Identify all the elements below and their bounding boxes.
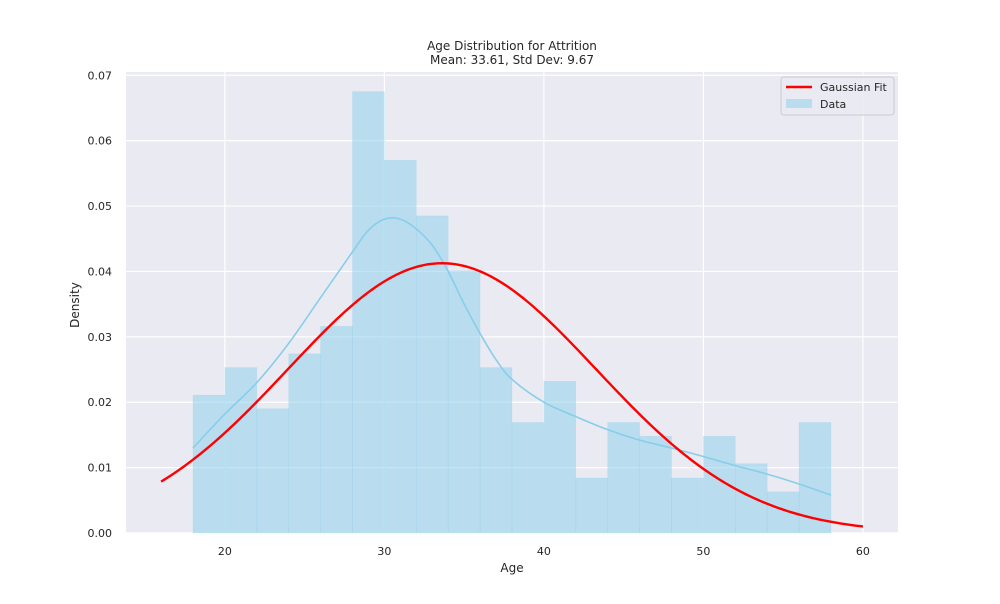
histogram-bar: [607, 422, 640, 534]
legend-gaussian-label: Gaussian Fit: [820, 81, 888, 94]
x-tick-label: 30: [377, 545, 391, 558]
histogram-bar: [575, 477, 609, 534]
histogram-bar: [735, 463, 768, 534]
x-tick-label: 20: [218, 545, 232, 558]
histogram-bar: [415, 215, 449, 534]
y-tick-label: 0.00: [88, 527, 113, 540]
series-lines: [160, 217, 864, 528]
y-tick-label: 0.02: [88, 396, 113, 409]
histogram-bar: [479, 367, 513, 534]
histogram-bar: [671, 477, 704, 534]
x-tick-label: 60: [856, 545, 870, 558]
legend-data-swatch: [786, 99, 812, 108]
x-tick-label: 40: [537, 545, 551, 558]
y-tick-label: 0.04: [88, 265, 113, 278]
y-axis-label: Density: [68, 282, 82, 328]
y-tick-label: 0.03: [88, 331, 113, 344]
histogram-bar: [511, 422, 545, 534]
histogram-bar: [352, 91, 385, 534]
histogram-bar: [192, 394, 226, 534]
histogram-bar: [447, 270, 481, 534]
histogram-bar: [288, 353, 321, 534]
histogram-bar: [798, 422, 832, 534]
histogram-bar: [224, 367, 258, 534]
histogram-bar: [256, 408, 289, 534]
y-tick-label: 0.01: [88, 462, 113, 475]
chart-title: Age Distribution for Attrition: [427, 39, 597, 53]
histogram-bar: [703, 435, 736, 534]
legend: Gaussian Fit Data: [780, 76, 895, 116]
histogram-bar: [320, 326, 353, 534]
histogram-bar: [543, 380, 577, 534]
histogram-bars: [192, 91, 832, 534]
y-tick-label: 0.07: [88, 69, 113, 82]
y-tick-label: 0.05: [88, 200, 113, 213]
x-axis-label: Age: [500, 561, 523, 575]
kde-curve: [192, 217, 832, 496]
histogram-bar: [639, 435, 672, 534]
x-tick-label: 50: [696, 545, 710, 558]
y-tick-label: 0.06: [88, 135, 113, 148]
chart-subtitle: Mean: 33.61, Std Dev: 9.67: [430, 53, 594, 67]
histogram-bar: [384, 159, 417, 534]
axis-ticks: 20 30 40 50 60 0.00 0.01 0.02 0.03 0.04 0.05 0.06 0.…: [88, 69, 870, 558]
gaussian-fit-line: [160, 262, 864, 528]
legend-data-label: Data: [820, 98, 846, 111]
